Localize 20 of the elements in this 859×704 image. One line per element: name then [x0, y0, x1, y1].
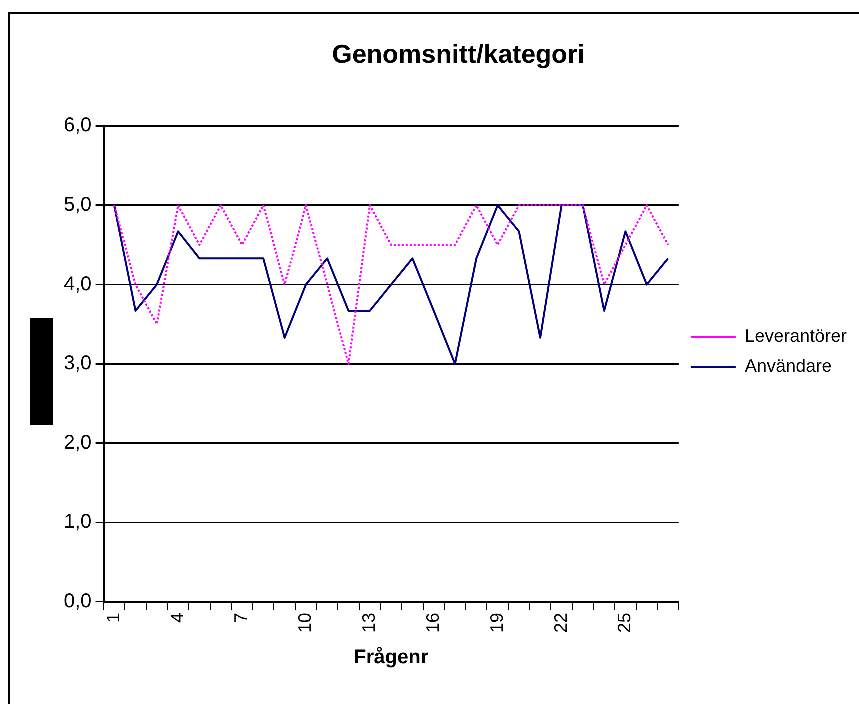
x-tick-label: 22: [550, 612, 571, 634]
chart-title: Genomsnitt/kategori: [332, 38, 585, 69]
x-tick-label: 13: [359, 612, 380, 634]
x-tick-label: 7: [231, 612, 252, 623]
legend-label: Användare: [744, 356, 832, 376]
y-tick-label: 5,0: [64, 194, 92, 216]
y-tick-label: 4,0: [64, 273, 92, 296]
legend-label: Leverantörer: [744, 326, 848, 346]
x-tick-label: 16: [422, 612, 443, 634]
x-tick-label: 25: [614, 612, 635, 634]
x-tick-label: 1: [103, 612, 124, 623]
x-tick-label: 4: [167, 612, 188, 623]
x-axis-title: Frågenr: [354, 646, 429, 669]
x-tick-label: 10: [295, 612, 316, 634]
x-tick-label: 19: [486, 612, 507, 634]
y-tick-label: 6,0: [64, 114, 92, 137]
y-tick-label: 1,0: [64, 511, 92, 534]
y-tick-label: 3,0: [64, 352, 92, 375]
y-tick-label: 2,0: [64, 432, 92, 454]
y-tick-label: 0,0: [64, 590, 92, 612]
